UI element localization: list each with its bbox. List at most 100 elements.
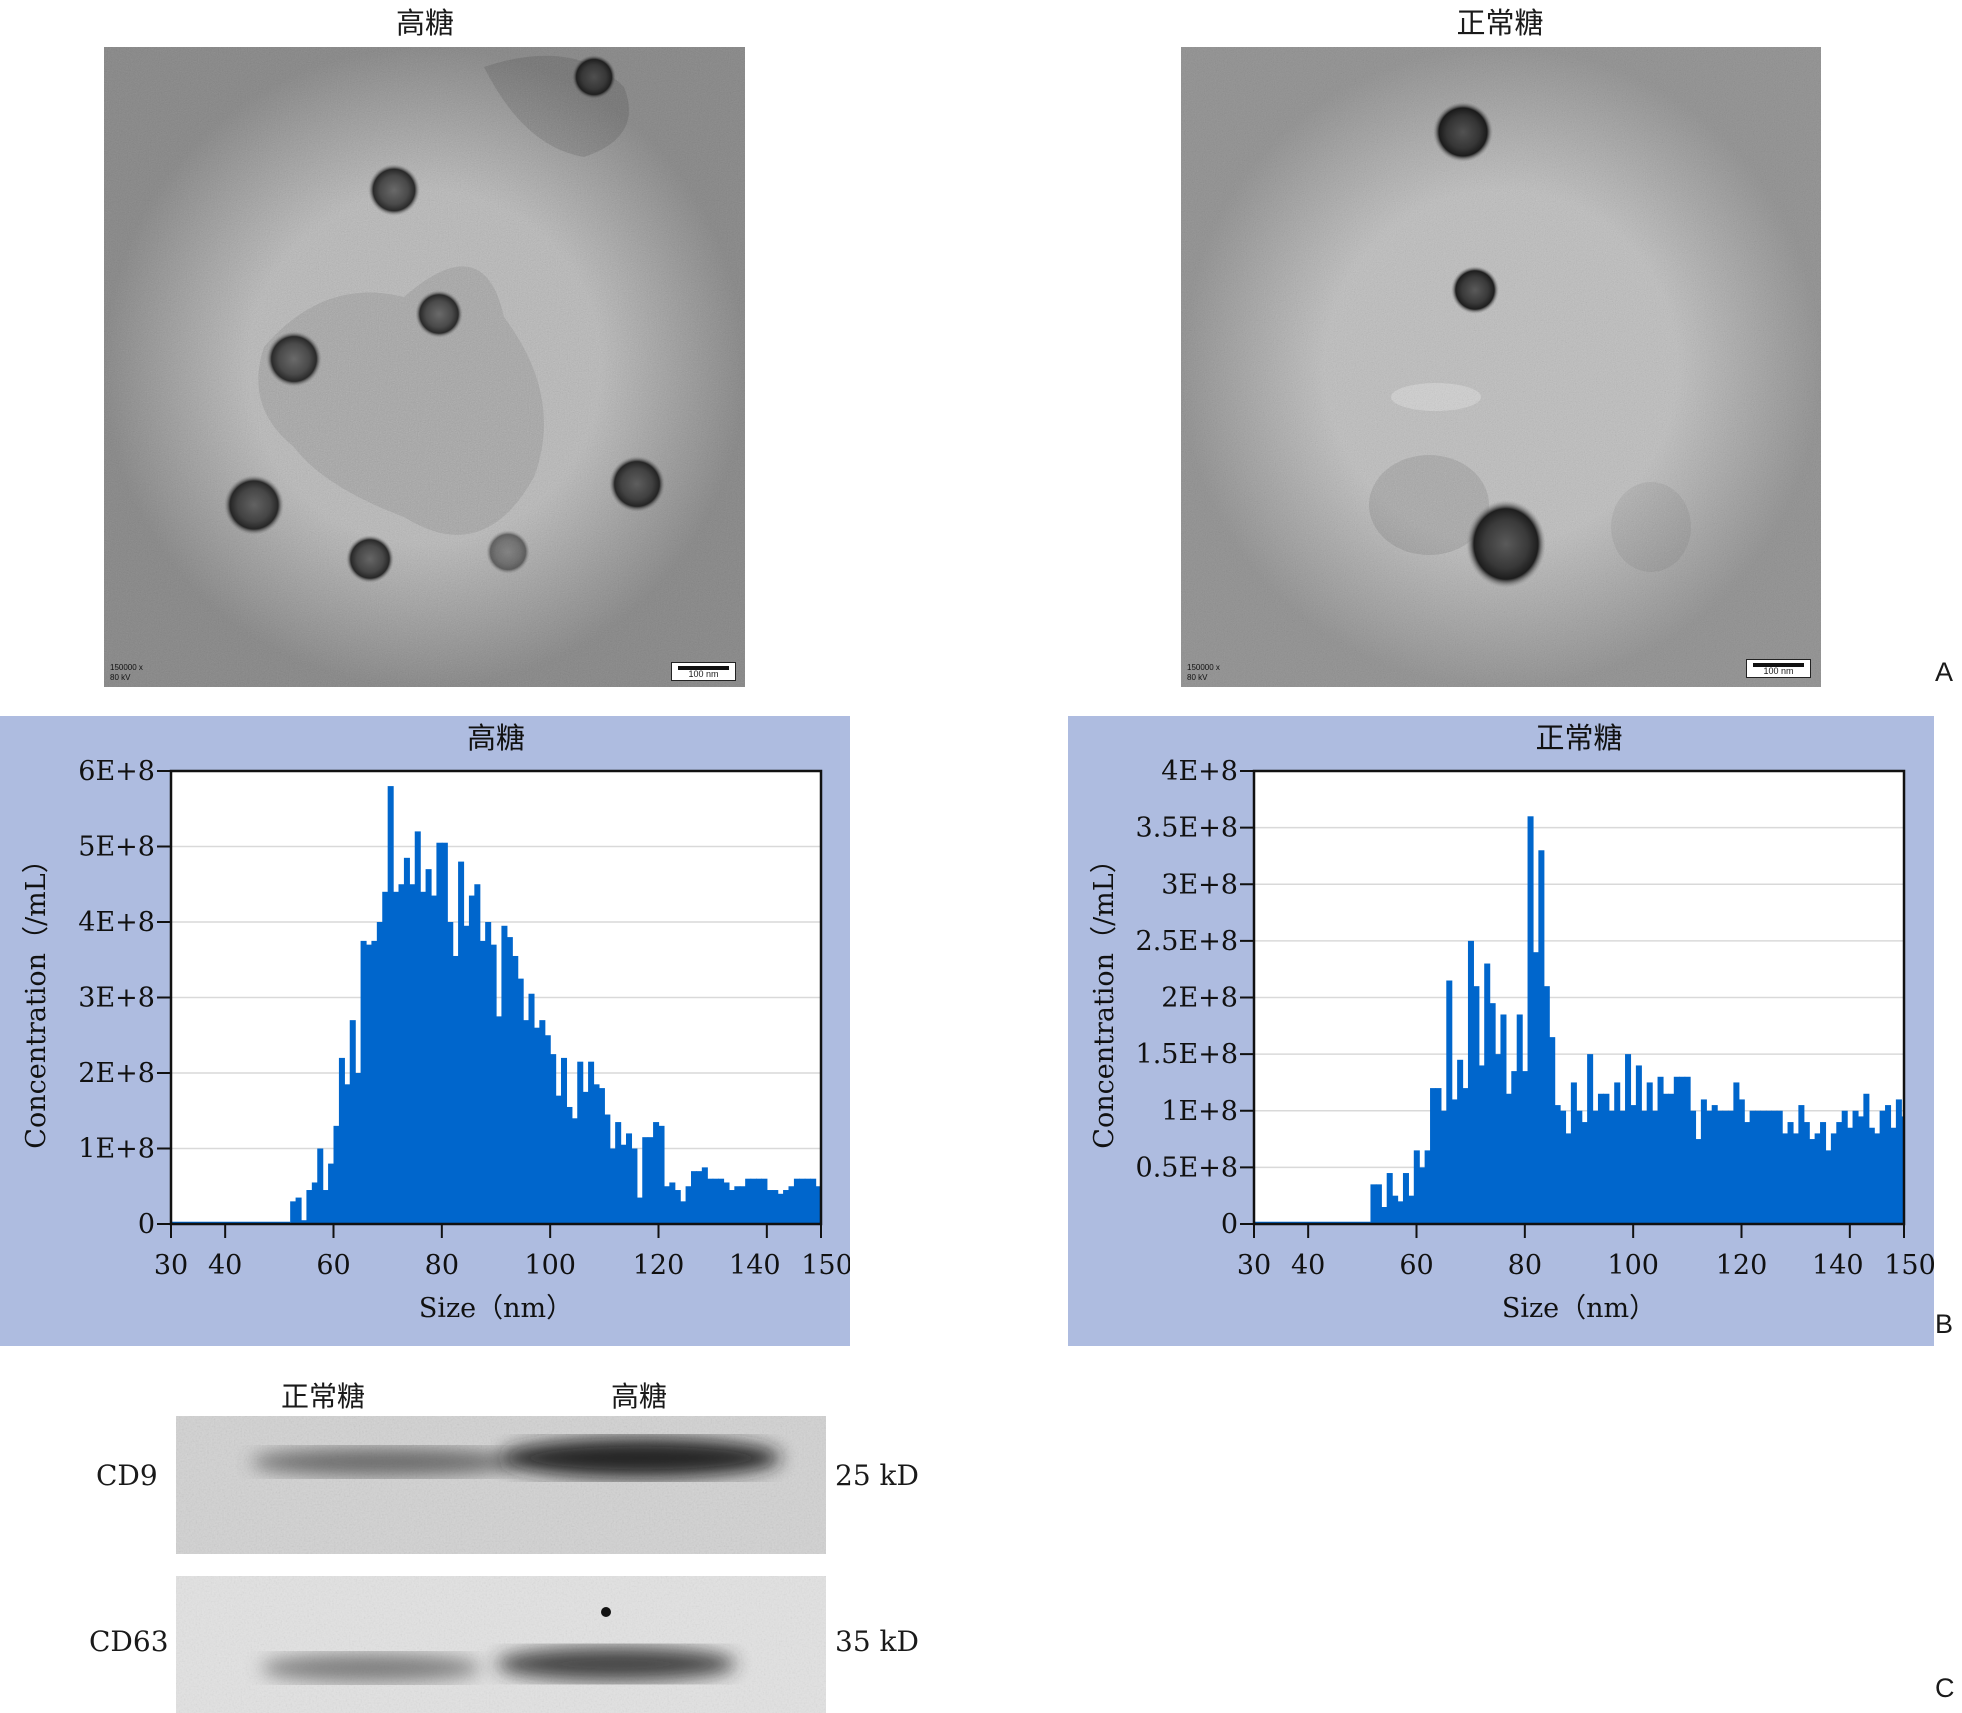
histogram-bar — [1587, 1054, 1594, 1224]
histogram-bar — [626, 1133, 633, 1224]
histogram-bar — [1879, 1110, 1886, 1224]
histogram-bar — [1684, 1076, 1691, 1224]
y-tick-label: 6E+8 — [78, 756, 155, 787]
x-tick-label: 100 — [1607, 1250, 1659, 1281]
histogram-bar — [1733, 1082, 1740, 1224]
histogram-bar — [1478, 1065, 1485, 1224]
histogram-bar — [555, 1095, 562, 1224]
histogram-bar — [615, 1122, 622, 1224]
histogram-bar — [663, 1186, 670, 1224]
histogram-bar — [322, 1190, 329, 1224]
histogram-bar — [306, 1190, 313, 1224]
histogram-bar — [788, 1186, 795, 1224]
histogram-bar — [1890, 1127, 1897, 1224]
y-axis-label: Concentration（/mL） — [21, 846, 52, 1148]
histogram-bar — [311, 1182, 318, 1224]
histogram-bar — [338, 1057, 345, 1224]
panel-letter-c: C — [1935, 1673, 1955, 1703]
x-tick-label: 100 — [524, 1250, 576, 1281]
histogram-bar — [799, 1178, 806, 1224]
histogram-bar — [1370, 1184, 1377, 1224]
tem-scale-bar: 100 nm — [671, 662, 736, 681]
y-tick-label: 0.5E+8 — [1136, 1152, 1238, 1183]
x-tick-label: 150 — [1884, 1250, 1934, 1281]
histogram-bar — [685, 1186, 692, 1224]
marker-label-cd63: CD63 — [89, 1625, 169, 1658]
histogram-bar — [1652, 1110, 1659, 1224]
histogram-bar — [1505, 1093, 1512, 1224]
histogram-bar — [1424, 1150, 1431, 1224]
panel-letter-b: B — [1935, 1309, 1954, 1339]
histogram-bar — [761, 1178, 768, 1224]
histogram-bar — [1706, 1110, 1713, 1224]
histogram-bar — [452, 955, 459, 1224]
y-tick-label: 2E+8 — [78, 1058, 155, 1089]
histogram-bar — [696, 1171, 703, 1224]
histogram-bar — [1522, 1071, 1529, 1224]
histogram-bar — [1495, 1054, 1502, 1224]
histogram-bar — [1727, 1110, 1734, 1224]
histogram-bar — [501, 925, 508, 1224]
histogram-bar — [750, 1178, 757, 1224]
y-tick-label: 4E+8 — [78, 907, 155, 938]
histogram-bar — [712, 1178, 719, 1224]
size-label-35kd: 35 kD — [835, 1625, 919, 1658]
histogram-bar — [739, 1186, 746, 1224]
histogram-bar — [431, 895, 438, 1224]
histogram-bar — [403, 857, 410, 1224]
histogram-bar — [1792, 1133, 1799, 1224]
histogram-bar — [458, 861, 465, 1224]
histogram-bar — [1776, 1110, 1783, 1224]
histogram-bar — [398, 884, 405, 1224]
histogram-bar — [1635, 1065, 1642, 1224]
histogram-bar — [566, 1106, 573, 1224]
histogram-bar — [571, 1118, 578, 1224]
histogram-bar — [1755, 1110, 1762, 1224]
x-axis-label: Size（nm） — [419, 1293, 573, 1324]
histogram-bar — [425, 869, 432, 1224]
histogram-bar — [718, 1178, 725, 1224]
x-tick-label: 80 — [1508, 1250, 1542, 1281]
histogram-bar — [707, 1178, 714, 1224]
histogram-bar — [512, 955, 519, 1224]
histogram-bar — [349, 1020, 356, 1224]
tem-scale-bar: 100 nm — [1746, 659, 1811, 678]
chart-title: 正常糖 — [1535, 721, 1622, 755]
histogram-bar — [344, 1084, 351, 1224]
x-axis-label: Size（nm） — [1502, 1293, 1656, 1324]
histogram-bar — [577, 1061, 584, 1224]
histogram-bar — [1592, 1110, 1599, 1224]
histogram-bar — [1771, 1110, 1778, 1224]
histogram-bar — [1392, 1195, 1399, 1224]
histogram-bar — [1895, 1099, 1902, 1224]
histogram-bar — [745, 1178, 752, 1224]
histogram-bar — [1738, 1099, 1745, 1224]
histogram-bar — [1836, 1122, 1843, 1224]
histogram-bar — [1516, 1014, 1523, 1224]
histogram-bar — [506, 937, 513, 1224]
x-tick-label: 150 — [801, 1250, 850, 1281]
histogram-bar — [1798, 1105, 1805, 1224]
histogram-bar — [653, 1122, 660, 1224]
histogram-bar — [1484, 963, 1491, 1224]
histogram-bar — [420, 891, 427, 1224]
panel-letter-a: A — [1935, 657, 1954, 687]
histogram-bar — [544, 1035, 551, 1224]
histogram-bar — [371, 940, 378, 1224]
y-tick-label: 0 — [1221, 1209, 1238, 1240]
histogram-bar — [393, 891, 400, 1224]
histogram-bar — [772, 1190, 779, 1224]
histogram-bar — [376, 922, 383, 1224]
histogram-bar — [636, 1197, 643, 1224]
tem-image-normal-glucose: 150000 x 80 kV 100 nm — [1181, 47, 1821, 687]
histogram-bar — [593, 1084, 600, 1224]
histogram-bar — [550, 1054, 557, 1224]
histogram-bar — [1467, 940, 1474, 1224]
chart-title: 高糖 — [467, 721, 525, 755]
histogram-bar — [360, 940, 367, 1224]
histogram-bar — [1608, 1110, 1615, 1224]
histogram-bar — [1538, 850, 1545, 1224]
histogram-bar — [409, 884, 416, 1224]
x-tick-label: 140 — [1812, 1250, 1864, 1281]
histogram-bar — [1625, 1054, 1632, 1224]
